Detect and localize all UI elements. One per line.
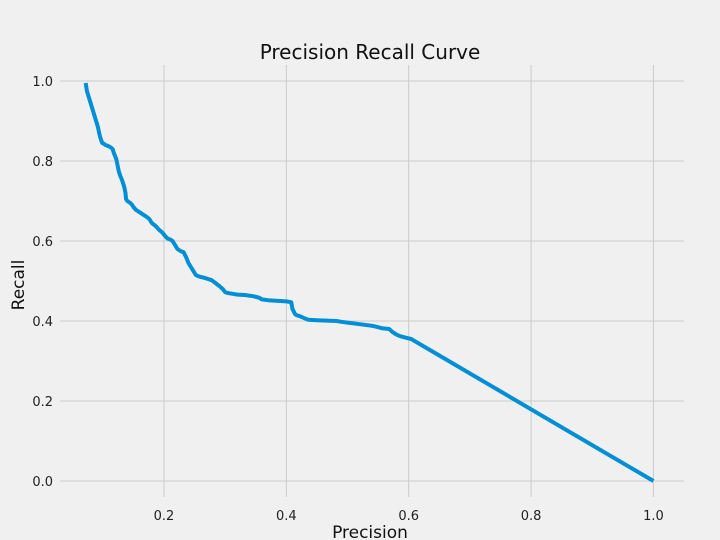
x-tick-labels: 0.2 0.4 0.6 0.8 1.0 [154, 509, 664, 524]
y-tick-label: 0.2 [32, 395, 53, 410]
chart-title: Precision Recall Curve [260, 40, 481, 64]
x-tick-label: 1.0 [643, 509, 664, 524]
y-axis-label: Recall [9, 260, 29, 311]
x-tick-label: 0.2 [154, 509, 175, 524]
y-tick-label: 0.6 [32, 235, 53, 250]
grid [60, 65, 684, 497]
x-axis-label: Precision [332, 523, 408, 540]
x-tick-label: 0.4 [276, 509, 297, 524]
y-tick-label: 1.0 [32, 75, 53, 90]
x-tick-label: 0.8 [521, 509, 542, 524]
y-tick-labels: 0.0 0.2 0.4 0.6 0.8 1.0 [32, 75, 53, 490]
x-tick-label: 0.6 [398, 509, 419, 524]
pr-curve-line [83, 82, 655, 483]
y-tick-label: 0.4 [32, 315, 53, 330]
y-tick-label: 0.8 [32, 155, 53, 170]
series-layer [83, 82, 655, 483]
y-tick-label: 0.0 [32, 475, 53, 490]
